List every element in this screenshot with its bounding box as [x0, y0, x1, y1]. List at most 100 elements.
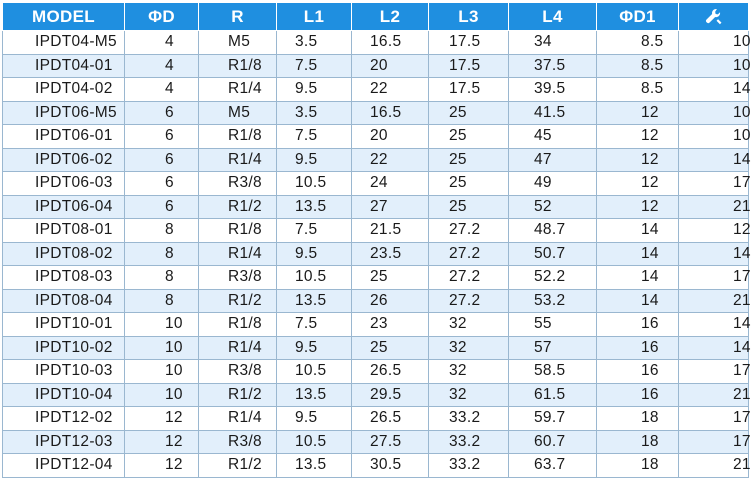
cell-outer-diameter: 8: [124, 265, 199, 290]
cell-l3: 27.2: [428, 288, 509, 313]
cell-wrench-size: 14: [678, 312, 751, 337]
cell-l1: 9.5: [276, 335, 352, 360]
cell-d1: 16: [596, 382, 679, 407]
cell-wrench-size: 21: [678, 453, 751, 478]
cell-model: IPDT08-02: [2, 241, 125, 266]
cell-l2: 27: [351, 194, 429, 219]
cell-l4: 52.2: [508, 265, 597, 290]
table-body: IPDT04-M5 4 M5 3.5 16.5 17.5 34 8.5 10 IPDT04-01 4…: [2, 30, 751, 478]
cell-l1: 9.5: [276, 147, 352, 172]
table-row: IPDT06-04 6 R1/2 13.5 27 25 52 12 21: [2, 194, 751, 219]
cell-outer-diameter: 12: [124, 429, 199, 454]
cell-l2: 24: [351, 171, 429, 196]
cell-l1: 7.5: [276, 53, 352, 78]
cell-d1: 8.5: [596, 30, 679, 55]
table-row: IPDT06-01 6 R1/8 7.5 20 25 45 12 10: [2, 124, 751, 149]
cell-l3: 32: [428, 335, 509, 360]
cell-d1: 14: [596, 218, 679, 243]
cell-wrench-size: 17: [678, 359, 751, 384]
cell-thread: R1/8: [198, 53, 277, 78]
table-row: IPDT12-02 12 R1/4 9.5 26.5 33.2 59.7 18 17: [2, 406, 751, 431]
header-d1: ΦD1: [596, 2, 679, 31]
cell-l4: 39.5: [508, 77, 597, 102]
cell-l3: 32: [428, 382, 509, 407]
table-row: IPDT10-04 10 R1/2 13.5 29.5 32 61.5 16 21: [2, 382, 751, 407]
cell-wrench-size: 17: [678, 171, 751, 196]
cell-thread: R1/2: [198, 382, 277, 407]
cell-thread: R1/8: [198, 124, 277, 149]
wrench-icon: [705, 9, 721, 25]
cell-l2: 27.5: [351, 429, 429, 454]
table-row: IPDT06-M5 6 M5 3.5 16.5 25 41.5 12 10: [2, 100, 751, 125]
cell-l2: 23.5: [351, 241, 429, 266]
cell-d1: 14: [596, 241, 679, 266]
cell-l3: 32: [428, 312, 509, 337]
cell-l4: 52: [508, 194, 597, 219]
cell-l4: 63.7: [508, 453, 597, 478]
cell-model: IPDT06-03: [2, 171, 125, 196]
cell-wrench-size: 14: [678, 147, 751, 172]
table-row: IPDT06-03 6 R3/8 10.5 24 25 49 12 17: [2, 171, 751, 196]
cell-l3: 17.5: [428, 30, 509, 55]
table-row: IPDT04-M5 4 M5 3.5 16.5 17.5 34 8.5 10: [2, 30, 751, 55]
cell-d1: 14: [596, 265, 679, 290]
cell-d1: 12: [596, 124, 679, 149]
cell-thread: R3/8: [198, 359, 277, 384]
cell-wrench-size: 14: [678, 241, 751, 266]
cell-l3: 17.5: [428, 77, 509, 102]
cell-outer-diameter: 10: [124, 312, 199, 337]
cell-l2: 26.5: [351, 359, 429, 384]
cell-d1: 8.5: [596, 77, 679, 102]
cell-outer-diameter: 6: [124, 100, 199, 125]
cell-model: IPDT12-03: [2, 429, 125, 454]
header-wrench: [678, 2, 749, 31]
cell-l3: 27.2: [428, 241, 509, 266]
cell-wrench-size: 21: [678, 194, 751, 219]
cell-thread: R1/4: [198, 241, 277, 266]
cell-d1: 12: [596, 147, 679, 172]
table-row: IPDT04-01 4 R1/8 7.5 20 17.5 37.5 8.5 10: [2, 53, 751, 78]
cell-l3: 17.5: [428, 53, 509, 78]
cell-d1: 16: [596, 312, 679, 337]
cell-l4: 47: [508, 147, 597, 172]
cell-d1: 12: [596, 194, 679, 219]
cell-wrench-size: 10: [678, 124, 751, 149]
cell-l3: 25: [428, 147, 509, 172]
cell-l2: 16.5: [351, 100, 429, 125]
cell-model: IPDT12-04: [2, 453, 125, 478]
cell-model: IPDT08-01: [2, 218, 125, 243]
cell-l1: 13.5: [276, 382, 352, 407]
cell-l4: 61.5: [508, 382, 597, 407]
cell-l2: 22: [351, 77, 429, 102]
cell-outer-diameter: 6: [124, 147, 199, 172]
cell-wrench-size: 14: [678, 77, 751, 102]
cell-l2: 20: [351, 124, 429, 149]
cell-l2: 20: [351, 53, 429, 78]
cell-l1: 10.5: [276, 171, 352, 196]
cell-outer-diameter: 6: [124, 124, 199, 149]
cell-wrench-size: 10: [678, 53, 751, 78]
cell-model: IPDT10-01: [2, 312, 125, 337]
cell-thread: R3/8: [198, 265, 277, 290]
cell-thread: R3/8: [198, 429, 277, 454]
cell-model: IPDT06-04: [2, 194, 125, 219]
cell-l1: 7.5: [276, 312, 352, 337]
cell-d1: 8.5: [596, 53, 679, 78]
cell-l1: 13.5: [276, 453, 352, 478]
cell-l3: 25: [428, 194, 509, 219]
table-row: IPDT08-03 8 R3/8 10.5 25 27.2 52.2 14 17: [2, 265, 751, 290]
cell-outer-diameter: 8: [124, 288, 199, 313]
cell-l3: 33.2: [428, 406, 509, 431]
cell-thread: R1/4: [198, 335, 277, 360]
cell-l1: 9.5: [276, 406, 352, 431]
cell-l4: 57: [508, 335, 597, 360]
cell-d1: 14: [596, 288, 679, 313]
cell-l3: 27.2: [428, 218, 509, 243]
cell-model: IPDT08-03: [2, 265, 125, 290]
table-row: IPDT10-03 10 R3/8 10.5 26.5 32 58.5 16 17: [2, 359, 751, 384]
cell-l1: 10.5: [276, 265, 352, 290]
cell-thread: R1/2: [198, 453, 277, 478]
cell-model: IPDT10-02: [2, 335, 125, 360]
cell-l2: 26.5: [351, 406, 429, 431]
header-model: MODEL: [2, 2, 125, 31]
